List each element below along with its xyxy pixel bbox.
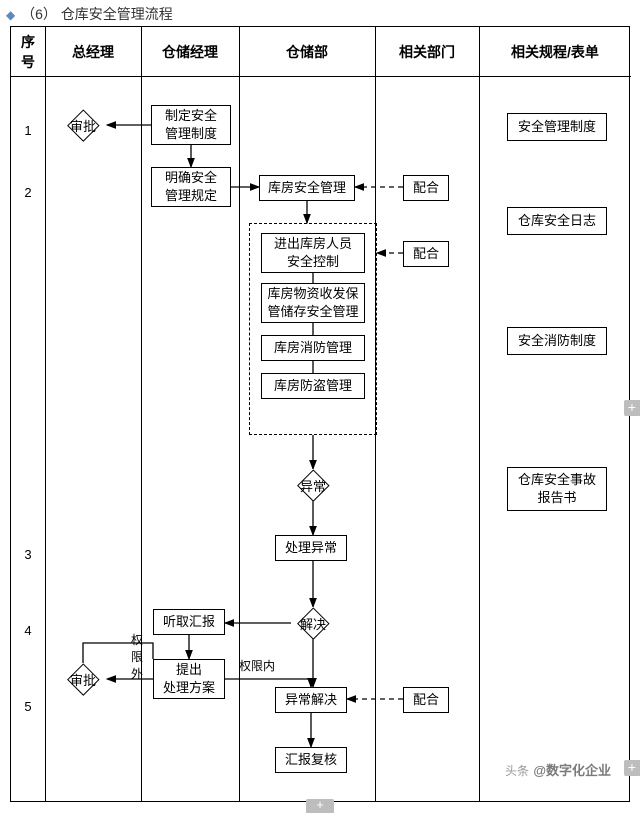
column-header: 相关规程/表单: [479, 27, 631, 77]
flow-box-doc1: 安全管理制度: [507, 113, 607, 141]
flow-decision-approve2: 审批: [61, 663, 105, 695]
flow-box-n_report: 听取汇报: [153, 609, 225, 635]
watermark-source: 头条: [505, 762, 529, 779]
column-header: 序号: [11, 27, 45, 77]
watermark: @数字化企业: [533, 760, 611, 779]
row-number: 5: [11, 699, 45, 714]
flow-decision-d_abnormal: 异常: [291, 469, 335, 501]
flow-decision-d_solve: 解决: [291, 607, 335, 639]
flow-box-doc4: 仓库安全事故报告书: [507, 467, 607, 511]
flow-box-n_plan: 提出处理方案: [153, 659, 225, 699]
flow-box-g2: 库房物资收发保管储存安全管理: [261, 283, 365, 323]
column-header: 仓储部: [239, 27, 375, 77]
column-divider: [479, 27, 480, 801]
page-title: ◆ （6） 仓库安全管理流程: [6, 4, 173, 24]
title-text: 仓库安全管理流程: [61, 6, 173, 22]
flow-box-coop2: 配合: [403, 241, 449, 267]
flow-box-coop3: 配合: [403, 687, 449, 713]
edge: [225, 679, 311, 687]
column-divider: [141, 27, 142, 801]
flow-box-n_policy: 制定安全管理制度: [151, 105, 231, 145]
row-number: 2: [11, 185, 45, 200]
diagram-frame: 序号总经理仓储经理仓储部相关部门相关规程/表单 1 2 3 4 5 审批 制定安全管理制度…: [10, 26, 630, 802]
flow-box-doc2: 仓库安全日志: [507, 207, 607, 235]
flow-label-auth_out: 权限外: [131, 631, 143, 682]
side-expand-icon-2[interactable]: +: [624, 760, 640, 776]
row-number: 3: [11, 547, 45, 562]
title-bullet-icon: ◆: [6, 8, 15, 22]
row-number: 4: [11, 623, 45, 638]
flow-box-n_handle: 处理异常: [275, 535, 347, 561]
column-divider: [239, 27, 240, 801]
row-number: 1: [11, 123, 45, 138]
flow-decision-approve1: 审批: [61, 109, 105, 141]
flow-box-n_manage: 库房安全管理: [259, 175, 355, 201]
column-divider: [45, 27, 46, 801]
flow-box-n_rules: 明确安全管理规定: [151, 167, 231, 207]
flow-label-auth_in: 权限内: [239, 657, 275, 674]
flow-box-doc3: 安全消防制度: [507, 327, 607, 355]
flow-box-g4: 库房防盗管理: [261, 373, 365, 399]
flow-box-n_resolve: 异常解决: [275, 687, 347, 713]
flow-box-coop1: 配合: [403, 175, 449, 201]
side-expand-icon[interactable]: +: [624, 400, 640, 416]
column-header: 相关部门: [375, 27, 479, 77]
flow-box-n_review: 汇报复核: [275, 747, 347, 773]
title-prefix: （6）: [21, 6, 57, 22]
flow-box-g3: 库房消防管理: [261, 335, 365, 361]
column-header: 总经理: [45, 27, 141, 77]
column-header: 仓储经理: [141, 27, 239, 77]
bottom-expand-icon[interactable]: +: [306, 799, 334, 813]
flow-box-g1: 进出库房人员安全控制: [261, 233, 365, 273]
